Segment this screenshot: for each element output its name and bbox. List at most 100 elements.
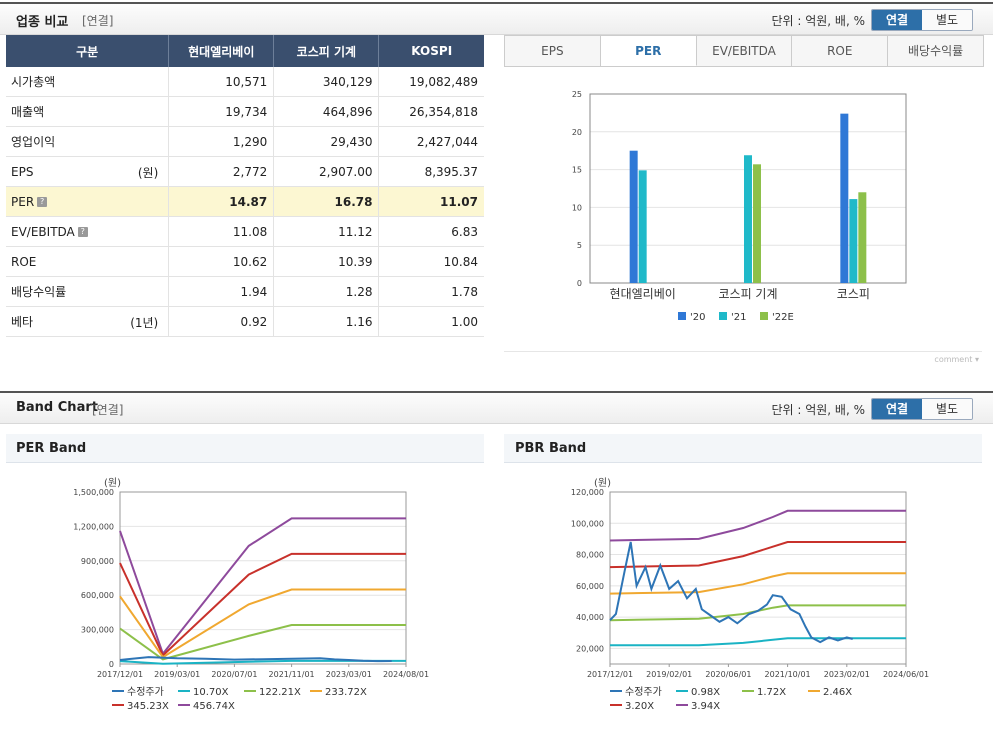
table-cell: 2,907.00 xyxy=(273,156,380,187)
legend-label: 2.46X xyxy=(823,687,852,698)
table-row: 매출액 19,734 464,896 26,354,818 xyxy=(6,96,484,127)
table-cell: 340,129 xyxy=(273,67,380,97)
row-label-cell: EPS (원) xyxy=(6,156,170,187)
table-cell: 2,772 xyxy=(168,156,275,187)
bar xyxy=(840,113,849,283)
legend-label: 0.98X xyxy=(691,687,720,698)
row-label-cell: 베타 (1년) xyxy=(6,306,170,337)
x-tick-label: 2017/12/01 xyxy=(587,670,633,679)
row-label: 시가총액 xyxy=(11,75,56,89)
series-line xyxy=(610,637,906,647)
unit-label: 단위 : 억원, 배, % xyxy=(771,403,865,417)
help-icon[interactable]: ? xyxy=(37,197,48,207)
consolidated-button[interactable]: 연결 xyxy=(872,10,922,30)
table-cell: 10.39 xyxy=(273,246,380,277)
table-row: PER? 14.87 16.78 11.07 xyxy=(6,186,484,217)
row-label-cell: 매출액 xyxy=(6,96,170,127)
table-row: 영업이익 1,290 29,430 2,427,044 xyxy=(6,126,484,157)
table-header: 현대엘리베이 xyxy=(168,35,275,67)
legend-label: 456.74X xyxy=(193,701,235,712)
series-line xyxy=(119,659,406,665)
table-row: 시가총액 10,571 340,129 19,082,489 xyxy=(6,67,484,97)
per-band-title: PER Band xyxy=(16,441,87,456)
row-label: PER xyxy=(11,194,35,209)
row-label: 배당수익률 xyxy=(11,285,67,299)
y-tick-label: 0 xyxy=(577,279,582,288)
row-label-cell: 영업이익 xyxy=(6,126,170,157)
row-label-cell: ROE xyxy=(6,246,170,277)
row-label: EPS xyxy=(11,164,34,179)
y-tick-label: 600,000 xyxy=(81,591,114,600)
tab-eps[interactable]: EPS xyxy=(505,36,601,66)
tab-roe[interactable]: ROE xyxy=(792,36,889,66)
plot-frame xyxy=(119,491,407,665)
bar xyxy=(858,192,867,283)
x-tick-label: 코스피 xyxy=(837,287,870,301)
legend-label: 233.72X xyxy=(325,687,367,698)
x-tick-label: 2019/02/01 xyxy=(646,670,692,679)
bar xyxy=(753,164,761,283)
table-cell: 1,290 xyxy=(168,126,275,157)
x-tick-label: 2020/06/01 xyxy=(705,670,751,679)
comment-toggle[interactable]: comment ▾ xyxy=(934,355,979,364)
legend-label: 3.94X xyxy=(691,701,720,712)
pbr-band-title: PBR Band xyxy=(515,441,587,456)
table-cell: 11.08 xyxy=(168,216,275,247)
x-tick-label: 2024/06/01 xyxy=(883,670,929,679)
separate-button[interactable]: 별도 xyxy=(922,399,972,419)
table-row: 배당수익률 1.94 1.28 1.78 xyxy=(6,276,484,307)
section-tag: [연결] xyxy=(92,403,124,417)
separate-button[interactable]: 별도 xyxy=(922,10,972,30)
consolidated-button[interactable]: 연결 xyxy=(872,399,922,419)
legend-label: 1.72X xyxy=(757,687,786,698)
legend-label: 10.70X xyxy=(193,687,229,698)
table-cell: 29,430 xyxy=(273,126,380,157)
x-tick-label: 2017/12/01 xyxy=(97,670,143,679)
series-line xyxy=(119,517,406,656)
pbr-band-title-bar xyxy=(504,434,982,463)
table-cell: 2,427,044 xyxy=(378,126,484,157)
x-tick-label: 코스피 기계 xyxy=(718,287,777,301)
x-tick-label: 2023/03/01 xyxy=(326,670,372,679)
y-tick-label: 1,200,000 xyxy=(73,522,114,531)
series-line xyxy=(119,656,392,663)
y-tick-label: 10 xyxy=(572,203,582,212)
divider xyxy=(504,351,982,352)
plot-frame xyxy=(609,491,907,665)
tab--[interactable]: 배당수익률 xyxy=(888,36,983,66)
comparison-table: 구분 현대엘리베이 코스피 기계 KOSPI 시가총액 10,571 340,129… xyxy=(6,35,484,337)
y-tick-label: 0 xyxy=(109,660,114,669)
tab-per[interactable]: PER xyxy=(600,36,697,66)
table-cell: 10.84 xyxy=(378,246,484,277)
row-label: EV/EBITDA xyxy=(11,224,75,239)
band-chart-header: Band Chart [연결] 단위 : 억원, 배, % 연결 별도 xyxy=(0,391,993,424)
y-tick-label: 80,000 xyxy=(576,551,604,560)
y-tick-label: 900,000 xyxy=(81,557,114,566)
legend-label: 345.23X xyxy=(127,701,169,712)
series-line xyxy=(609,604,906,622)
table-header: KOSPI xyxy=(378,35,484,67)
y-tick-label: 15 xyxy=(572,166,582,175)
y-tick-label: 20,000 xyxy=(576,644,604,653)
table-row: ROE 10.62 10.39 10.84 xyxy=(6,246,484,277)
x-tick-label: 2020/07/01 xyxy=(211,670,257,679)
series-line xyxy=(119,588,406,659)
table-cell: 10,571 xyxy=(168,67,275,97)
table-cell: 16.78 xyxy=(273,186,380,217)
table-cell: 11.12 xyxy=(273,216,380,247)
bar xyxy=(629,150,638,283)
metric-tabs: EPS PER EV/EBITDA ROE 배당수익률 xyxy=(504,35,984,67)
x-tick-label: 2021/11/01 xyxy=(269,670,315,679)
y-tick-label: 60,000 xyxy=(576,582,604,591)
y-tick-label: 1,500,000 xyxy=(73,488,114,497)
row-label-cell: 시가총액 xyxy=(6,67,170,97)
table-cell: 19,082,489 xyxy=(378,67,484,97)
tab-ev-ebitda[interactable]: EV/EBITDA xyxy=(696,36,793,66)
pbr-band-chart: (원) 20,000 40,000 60,000 80,000 100,000 120,00… xyxy=(571,477,929,712)
series-line xyxy=(609,541,906,569)
legend-label: 수정주가 xyxy=(625,686,662,698)
y-tick-label: 300,000 xyxy=(81,626,114,635)
table-row: EV/EBITDA? 11.08 11.12 6.83 xyxy=(6,216,484,247)
row-unit: (원) xyxy=(137,166,159,180)
help-icon[interactable]: ? xyxy=(77,227,88,237)
